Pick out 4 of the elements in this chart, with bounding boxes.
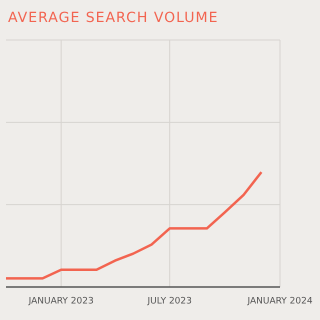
x-tick-label: JANUARY 2023 — [28, 296, 94, 306]
x-tick-label: JULY 2023 — [146, 296, 192, 306]
chart-title: AVERAGE SEARCH VOLUME — [8, 10, 218, 26]
x-tick-label: JANUARY 2024 — [246, 296, 313, 306]
